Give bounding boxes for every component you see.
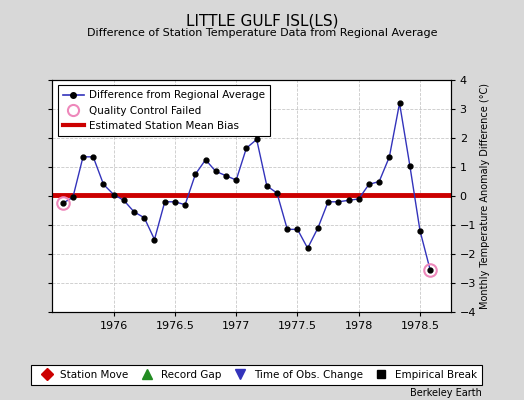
Y-axis label: Monthly Temperature Anomaly Difference (°C): Monthly Temperature Anomaly Difference (… [481, 83, 490, 309]
Legend: Difference from Regional Average, Quality Control Failed, Estimated Station Mean: Difference from Regional Average, Qualit… [58, 85, 270, 136]
Legend: Station Move, Record Gap, Time of Obs. Change, Empirical Break: Station Move, Record Gap, Time of Obs. C… [31, 365, 482, 385]
Text: LITTLE GULF ISL(LS): LITTLE GULF ISL(LS) [185, 14, 339, 29]
Text: Berkeley Earth: Berkeley Earth [410, 388, 482, 398]
Text: Difference of Station Temperature Data from Regional Average: Difference of Station Temperature Data f… [87, 28, 437, 38]
